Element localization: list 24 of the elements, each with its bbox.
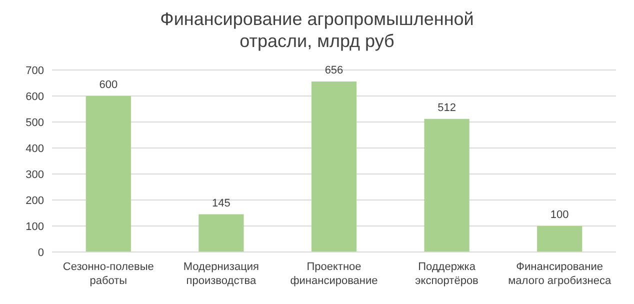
y-tick-label: 100 <box>26 220 44 233</box>
x-tick-label: Модернизация производства <box>183 261 260 287</box>
y-tick-label: 700 <box>26 64 44 77</box>
data-label: 100 <box>550 209 569 221</box>
x-tick-label: Проектное финансирование <box>290 261 378 287</box>
y-tick-label: 400 <box>26 142 44 155</box>
bar <box>311 81 357 252</box>
data-label: 656 <box>324 64 344 76</box>
data-label: 600 <box>99 79 118 91</box>
x-tick-label: Поддержка экспортёров <box>415 261 479 287</box>
y-tick-label: 500 <box>26 116 44 129</box>
x-tick-label: Финансирование малого агробизнеса <box>508 261 612 287</box>
data-label: 512 <box>438 102 456 114</box>
x-tick-label: Сезонно-полевые работы <box>62 261 154 287</box>
y-tick-label: 600 <box>26 90 44 103</box>
data-label: 145 <box>212 197 230 210</box>
bar <box>86 96 131 252</box>
bar <box>424 118 470 252</box>
y-tick-label: 200 <box>26 194 44 207</box>
y-tick-label: 0 <box>38 246 44 259</box>
bar <box>198 214 244 252</box>
chart-title: Финансирование агропромышленной отрасли, млрд руб <box>159 8 475 52</box>
y-tick-label: 300 <box>26 168 44 181</box>
bar <box>537 226 582 252</box>
